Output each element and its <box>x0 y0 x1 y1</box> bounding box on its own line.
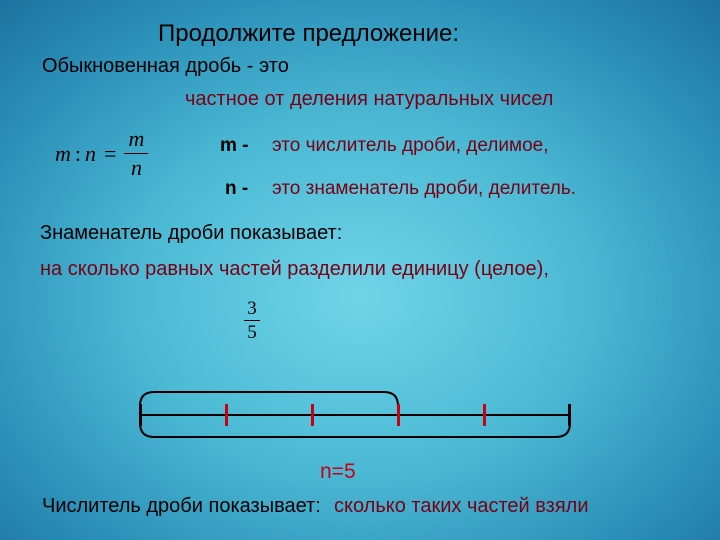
bottom-bracket <box>136 423 574 441</box>
top-bracket <box>136 388 402 406</box>
denominator-shows-text: на сколько равных частей разделили едини… <box>40 258 549 281</box>
numerator-shows-text: сколько таких частей взяли <box>334 495 589 518</box>
small-frac-bar <box>244 320 260 321</box>
denominator-shows-label: Знаменатель дроби показывает: <box>40 222 342 245</box>
m-label: m - <box>220 135 249 157</box>
intro-line-2: частное от деления натуральных чисел <box>185 88 553 111</box>
formula-main: m : n = m n <box>55 128 148 179</box>
slide-title: Продолжите предложение: <box>158 20 459 48</box>
formula-num: m <box>128 128 144 150</box>
small-frac-num: 3 <box>247 299 257 318</box>
formula-den: n <box>131 157 142 179</box>
number-line <box>140 414 570 416</box>
slide-content: Продолжите предложение: Обыкновенная дро… <box>0 0 720 540</box>
intro-line-1: Обыкновенная дробь - это <box>42 55 289 78</box>
n-label: n - <box>225 178 248 200</box>
formula-eq: = <box>96 141 124 167</box>
n-description: это знаменатель дроби, делитель. <box>272 178 576 200</box>
formula-lhs-n: n <box>85 141 96 167</box>
formula-fraction-bar <box>124 153 148 154</box>
numerator-shows-label: Числитель дроби показывает: <box>42 495 321 518</box>
number-line-diagram <box>140 370 570 460</box>
n-equals-5: n=5 <box>320 460 356 484</box>
small-frac-den: 5 <box>247 323 257 342</box>
m-description: это числитель дроби, делимое, <box>272 135 548 157</box>
formula-lhs-m: m <box>55 141 71 167</box>
fraction-three-fifths: 3 5 <box>244 298 260 342</box>
formula-colon: : <box>71 141 85 167</box>
